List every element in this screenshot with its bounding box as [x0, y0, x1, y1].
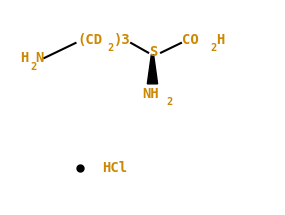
Text: H: H	[216, 33, 224, 47]
Text: )3: )3	[114, 33, 131, 47]
Text: N: N	[36, 51, 44, 65]
Text: S: S	[150, 45, 158, 59]
Text: (CD: (CD	[77, 33, 102, 47]
Text: 2: 2	[210, 43, 217, 53]
Text: 2: 2	[167, 97, 173, 107]
Polygon shape	[147, 55, 158, 84]
Text: H: H	[20, 51, 28, 65]
Text: NH: NH	[142, 86, 159, 101]
Text: HCl: HCl	[103, 161, 128, 175]
Text: 2: 2	[107, 43, 113, 53]
Text: 2: 2	[30, 62, 36, 72]
Text: CO: CO	[182, 33, 199, 47]
